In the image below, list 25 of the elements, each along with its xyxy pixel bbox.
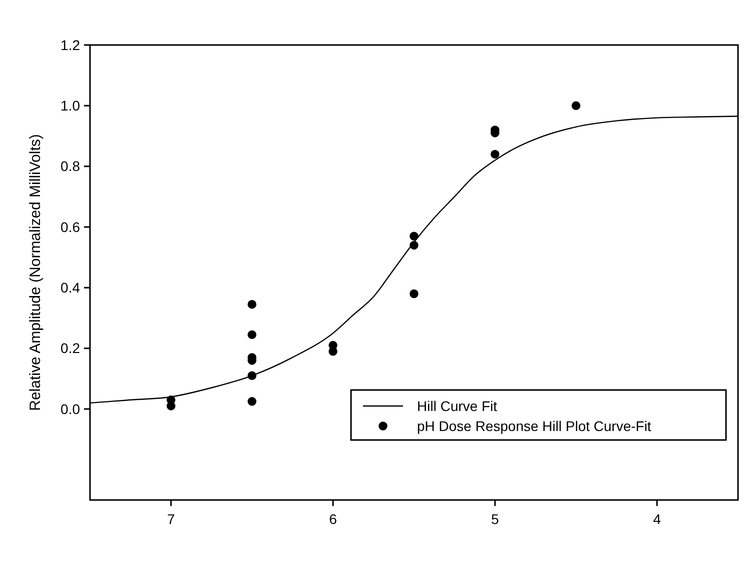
point — [166, 402, 176, 410]
legend-label: pH Dose Response Hill Plot Curve-Fit — [417, 418, 652, 434]
x-tick-label: 4 — [653, 511, 662, 527]
point — [248, 397, 256, 406]
point — [410, 232, 418, 240]
y-tick-label: 1.2 — [60, 36, 80, 53]
point — [490, 150, 500, 159]
point — [410, 240, 418, 250]
y-tick-label: 0.8 — [60, 158, 80, 174]
y-tick-label: 0.0 — [60, 400, 80, 417]
x-tick-label: 6 — [329, 511, 338, 527]
y-tick-label: 0.2 — [60, 340, 80, 356]
point — [328, 347, 338, 356]
y-tick-label: 1.0 — [60, 98, 80, 114]
point — [248, 330, 256, 340]
point — [410, 289, 418, 298]
y-tick-label: 0.6 — [60, 218, 80, 235]
legend-label: Hill Curve Fit — [417, 398, 498, 414]
point — [248, 371, 256, 380]
x-tick-label: 5 — [491, 511, 500, 527]
point — [572, 101, 580, 110]
y-tick-label: 0.4 — [60, 280, 80, 296]
x-tick-label: 7 — [167, 511, 176, 527]
y-axis-title: Relative Amplitude (Normalized MilliVolts) — [27, 134, 44, 411]
point — [248, 300, 256, 309]
